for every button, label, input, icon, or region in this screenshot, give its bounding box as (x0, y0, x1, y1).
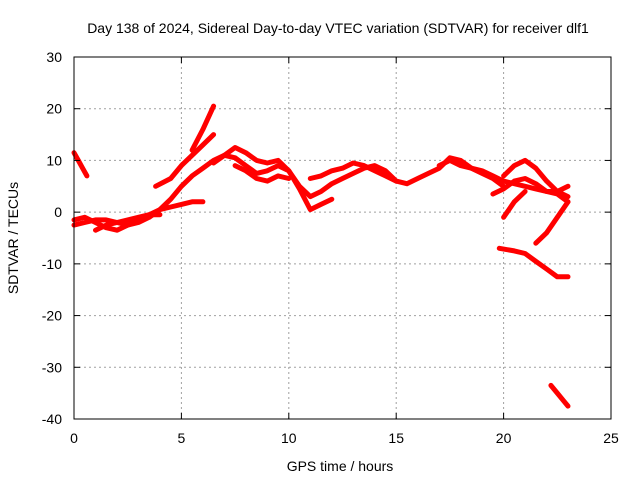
y-tick-label: -30 (42, 359, 62, 375)
x-axis-title: GPS time / hours (287, 458, 394, 474)
series-arc-9 (307, 160, 399, 184)
series-arc-1 (71, 150, 90, 179)
series-arc-8 (232, 163, 292, 184)
grid-lines (74, 57, 611, 419)
series-arc-6 (189, 103, 217, 153)
data-series (71, 103, 571, 409)
series-arc-16 (548, 382, 571, 409)
x-tick-label: 15 (388, 430, 404, 446)
x-tick-label: 25 (603, 430, 619, 446)
x-tick-label: 5 (178, 430, 186, 446)
y-tick-label: -10 (42, 256, 62, 272)
series-arc-15 (496, 245, 571, 280)
x-tick-label: 0 (70, 430, 78, 446)
series-arc-12 (501, 157, 571, 200)
x-tick-label: 20 (496, 430, 512, 446)
x-tick-label: 10 (281, 430, 297, 446)
series-arc-5 (153, 132, 217, 189)
y-axis-title: SDTVAR / TECUs (5, 182, 21, 294)
y-tick-label: 20 (46, 101, 62, 117)
plot-frame (73, 56, 612, 420)
series-arc-3 (71, 199, 206, 233)
y-tick-label: 0 (54, 204, 62, 220)
y-tick-label: -20 (42, 308, 62, 324)
y-tick-label: 10 (46, 152, 62, 168)
chart-title: Day 138 of 2024, Sidereal Day-to-day VTE… (87, 20, 589, 36)
series-arc-14 (533, 199, 571, 246)
series-arc-13 (501, 189, 528, 220)
series-arc-7 (211, 145, 335, 213)
axis-ticks: 0 5 10 15 20 25 -40 -30 -20 -10 0 10 20 30 (42, 49, 619, 446)
y-tick-label: -40 (42, 411, 62, 427)
series-arc-4 (93, 212, 163, 233)
y-tick-label: 30 (46, 49, 62, 65)
